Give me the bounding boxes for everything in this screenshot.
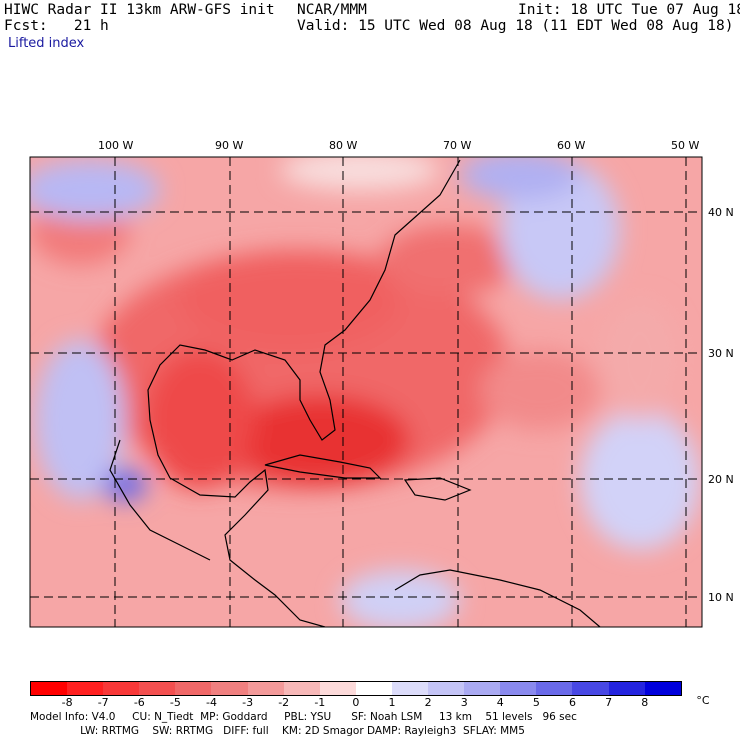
colorbar-swatch (139, 682, 176, 695)
colorbar-tick-label: 7 (605, 696, 613, 709)
model-info-line1: Model Info: V4.0 CU: N_Tiedt MP: Goddard… (30, 711, 577, 723)
colorbar-tick-label: -8 (61, 696, 73, 709)
colorbar-swatch (391, 682, 429, 695)
colorbar-swatch (319, 682, 356, 695)
colorbar-swatch (608, 682, 645, 695)
colorbar (30, 681, 682, 696)
graticule (30, 157, 702, 627)
colorbar-tick-label: -3 (242, 696, 254, 709)
colorbar-tick-label: 6 (569, 696, 576, 709)
colorbar-tick-label: 4 (496, 696, 504, 709)
lat-label-10n: 10 N (708, 591, 734, 604)
colorbar-tick-label: -5 (169, 696, 181, 709)
colorbar-tick-label: -2 (278, 696, 290, 709)
colorbar-swatch (572, 682, 609, 695)
colorbar-swatch (175, 682, 212, 695)
colorbar-unit: °C (696, 694, 710, 707)
lat-label-30n: 30 N (708, 347, 734, 360)
forecast-hour: Fcst: 21 h (4, 18, 109, 34)
colorbar-tick-label: 3 (460, 696, 468, 709)
lon-label-50w: 50 W (671, 139, 700, 152)
colorbar-swatch (247, 682, 284, 695)
colorbar-tick-label: 0 (352, 696, 360, 709)
colorbar-swatch (644, 682, 681, 695)
init-time: Init: 18 UTC Tue 07 Aug 18 (518, 2, 740, 18)
colorbar-tick-label: -4 (206, 696, 217, 709)
field-name: Lifted index (8, 36, 85, 51)
valid-time: Valid: 15 UTC Wed 08 Aug 18 (11 EDT Wed … (297, 18, 734, 34)
colorbar-swatch (428, 682, 465, 695)
colorbar-swatch (464, 682, 501, 695)
lon-label-100w: 100 W (98, 139, 134, 152)
map-frame (29, 156, 703, 628)
colorbar-tick-label: -7 (97, 696, 109, 709)
lon-label-60w: 60 W (557, 139, 586, 152)
colorbar-swatch (500, 682, 537, 695)
lat-label-20n: 20 N (708, 473, 734, 486)
lat-label-40n: 40 N (708, 206, 734, 219)
colorbar-swatch (31, 682, 68, 695)
colorbar-swatch (355, 682, 392, 695)
colorbar-tick-label: -1 (314, 696, 326, 709)
colorbar-swatch (211, 682, 248, 695)
lon-label-90w: 90 W (215, 139, 244, 152)
org-label: NCAR/MMM (297, 2, 367, 18)
model-info-line2: LW: RRTMG SW: RRTMG DIFF: full KM: 2D Sm… (30, 725, 525, 737)
colorbar-swatch (103, 682, 140, 695)
instability-field (30, 157, 700, 627)
colorbar-swatch (283, 682, 320, 695)
colorbar-tick-label: 1 (388, 696, 396, 709)
colorbar-tick-label: -6 (133, 696, 145, 709)
colorbar-tick-label: 8 (641, 696, 649, 709)
model-title: HIWC Radar II 13km ARW-GFS init (4, 2, 275, 18)
colorbar-swatch (536, 682, 573, 695)
colorbar-tick-label: 5 (532, 696, 540, 709)
lon-label-70w: 70 W (443, 139, 472, 152)
colorbar-tick-label: 2 (424, 696, 432, 709)
lon-label-80w: 80 W (329, 139, 358, 152)
colorbar-swatch (67, 682, 104, 695)
